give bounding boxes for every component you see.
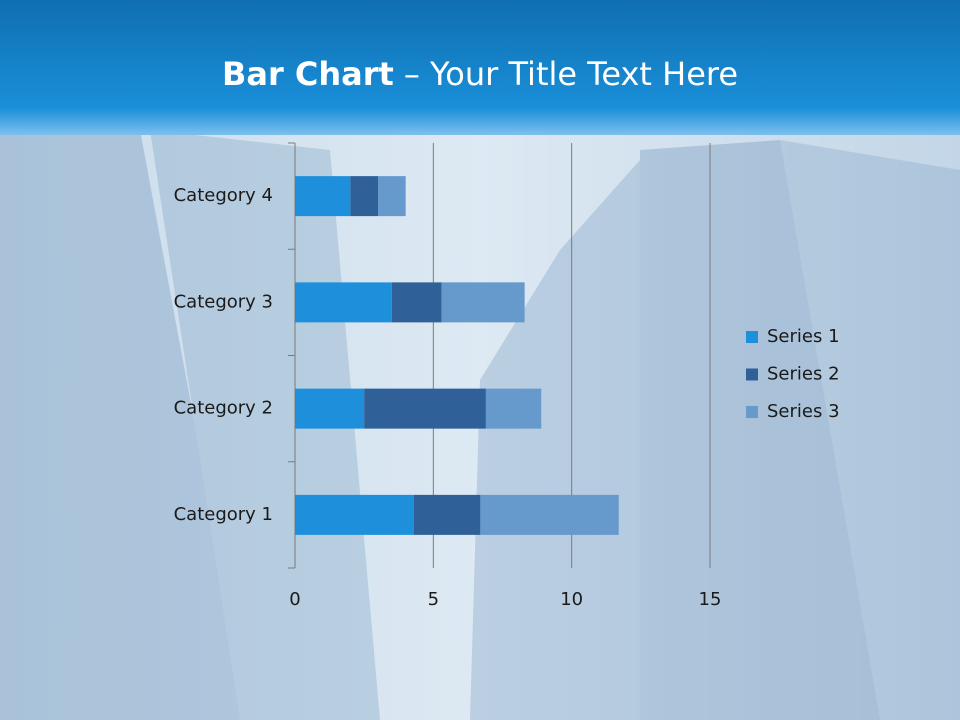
slide-title: Bar Chart – Your Title Text Here [222, 55, 738, 93]
bar-segment [485, 388, 542, 429]
legend-label: Series 1 [767, 326, 840, 347]
y-tick-label: Category 4 [174, 185, 273, 206]
bar-segment [295, 388, 365, 429]
bar-segment [480, 494, 619, 535]
x-tick-label: 5 [428, 589, 439, 610]
bar-segment [413, 494, 481, 535]
legend-label: Series 3 [767, 401, 840, 422]
bar-segment [364, 388, 486, 429]
y-tick-label: Category 1 [174, 504, 273, 525]
x-tick-label: 10 [560, 589, 583, 610]
legend-swatch [746, 331, 758, 343]
bar-segment [378, 176, 406, 217]
legend-label: Series 2 [767, 364, 840, 385]
header-band [0, 0, 960, 135]
skyline [0, 130, 960, 720]
bar-segment [350, 176, 378, 217]
y-tick-label: Category 3 [174, 291, 273, 312]
bar-segment [441, 282, 525, 323]
bar-segment [295, 282, 392, 323]
bar-segment [295, 176, 351, 217]
title-bold: Bar Chart [222, 55, 394, 93]
x-tick-label: 15 [699, 589, 722, 610]
bar-segment [391, 282, 442, 323]
x-tick-label: 0 [289, 589, 300, 610]
y-tick-label: Category 2 [174, 398, 273, 419]
legend-swatch [746, 368, 758, 381]
title-rest: – Your Title Text Here [404, 55, 738, 93]
legend-swatch [746, 406, 758, 418]
bar-segment [295, 494, 414, 535]
